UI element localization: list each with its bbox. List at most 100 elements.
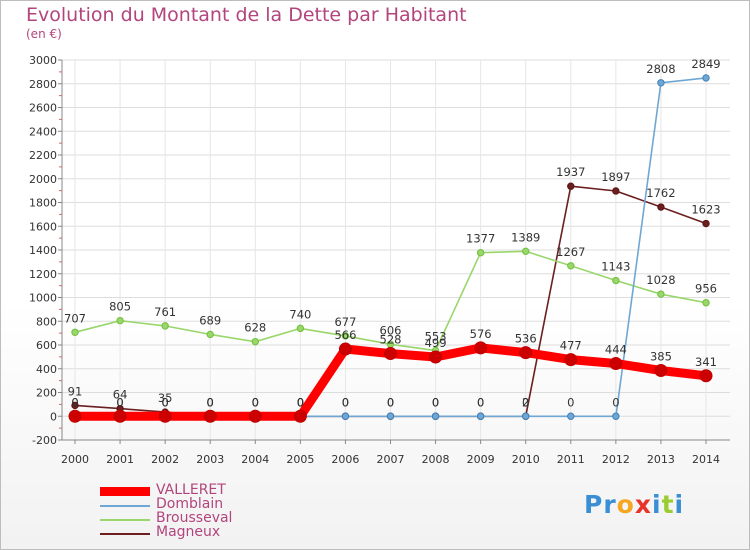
- data-label-brousseval: 689: [199, 313, 221, 327]
- y-tick-label: 800: [36, 315, 57, 328]
- data-point-valleret: [654, 364, 668, 378]
- data-point-valleret: [158, 409, 172, 423]
- data-label-magneux: 1897: [601, 170, 630, 184]
- data-label-domblain: 0: [297, 395, 304, 409]
- data-label-valleret: 0: [116, 395, 123, 409]
- data-label-valleret: 341: [695, 355, 717, 369]
- data-label-brousseval: 1377: [466, 232, 495, 246]
- y-tick-label: 600: [36, 339, 57, 352]
- data-label-valleret: 528: [380, 333, 402, 347]
- data-label-brousseval: 1143: [601, 260, 630, 274]
- data-point-valleret: [113, 409, 127, 423]
- data-label-brousseval: 805: [109, 300, 131, 314]
- data-label-domblain: 0: [477, 395, 484, 409]
- y-tick-label: 2600: [29, 102, 57, 115]
- data-point-domblain: [431, 412, 440, 420]
- data-label-brousseval: 553: [425, 330, 447, 344]
- data-label-brousseval: 956: [695, 282, 717, 296]
- data-point-brousseval: [567, 262, 575, 270]
- data-label-brousseval: 707: [64, 311, 86, 325]
- data-label-domblain: 0: [252, 395, 259, 409]
- x-tick-label: 2013: [647, 453, 675, 466]
- legend-label: VALLERET: [156, 482, 226, 498]
- legend-label: Domblain: [156, 496, 224, 512]
- data-label-magneux: 1762: [646, 186, 675, 200]
- data-point-brousseval: [206, 330, 214, 339]
- data-label-domblain: 0: [567, 395, 574, 409]
- data-label-brousseval: 677: [334, 315, 356, 329]
- y-tick-label: 2400: [29, 125, 57, 138]
- legend-swatch: [100, 487, 150, 496]
- data-point-valleret: [699, 369, 713, 383]
- data-point-domblain: [657, 79, 665, 87]
- data-point-valleret: [203, 409, 217, 423]
- data-label-brousseval: 1028: [646, 273, 675, 287]
- data-point-magneux: [702, 219, 710, 228]
- logo-letter: r: [603, 490, 617, 519]
- y-tick-label: -200: [32, 434, 57, 447]
- y-tick-label: 1600: [29, 220, 57, 233]
- data-point-domblain: [522, 412, 530, 420]
- data-point-brousseval: [476, 249, 485, 257]
- data-label-brousseval: 606: [380, 323, 402, 337]
- x-tick-label: 2005: [286, 453, 314, 466]
- data-label-valleret: 499: [425, 336, 447, 350]
- data-point-valleret: [293, 409, 307, 423]
- data-point-brousseval: [251, 337, 259, 346]
- data-label-brousseval: 761: [154, 305, 176, 319]
- data-label-domblain: 0: [207, 395, 214, 409]
- data-point-brousseval: [657, 290, 665, 298]
- data-label-brousseval: 740: [289, 307, 311, 321]
- data-point-domblain: [702, 74, 710, 82]
- data-label-valleret: 0: [252, 395, 259, 409]
- y-tick-label: 2200: [29, 149, 57, 162]
- data-label-valleret: 536: [515, 332, 537, 346]
- data-point-magneux: [612, 187, 620, 195]
- data-label-magneux: 0: [252, 395, 259, 409]
- data-point-domblain: [612, 412, 620, 420]
- legend-label: Brousseval: [156, 510, 233, 526]
- x-tick-label: 2012: [602, 453, 630, 466]
- data-label-valleret: 477: [560, 339, 582, 353]
- x-tick-label: 2010: [512, 453, 540, 466]
- data-label-magneux: 0: [432, 395, 439, 409]
- data-point-brousseval: [296, 324, 305, 333]
- data-label-magneux: 91: [68, 384, 83, 398]
- logo-letter: o: [616, 490, 635, 519]
- data-label-domblain: 2849: [691, 57, 720, 71]
- x-tick-label: 2006: [331, 453, 359, 466]
- data-point-domblain: [567, 412, 575, 420]
- y-tick-label: 400: [36, 363, 57, 376]
- data-label-domblain: 0: [432, 395, 439, 409]
- data-point-magneux: [567, 182, 575, 190]
- data-label-brousseval: 628: [244, 321, 266, 335]
- data-point-domblain: [476, 412, 485, 420]
- y-tick-label: 1800: [29, 197, 57, 210]
- logo-letter: i: [652, 490, 662, 519]
- x-tick-label: 2007: [377, 453, 405, 466]
- y-tick-label: 0: [50, 410, 57, 423]
- data-label-domblain: 0: [71, 395, 78, 409]
- x-tick-label: 2011: [557, 453, 585, 466]
- proxiti-logo: Proxiti: [584, 490, 684, 519]
- x-tick-label: 2008: [422, 453, 450, 466]
- y-tick-label: 2800: [29, 78, 57, 91]
- data-point-domblain: [386, 412, 395, 420]
- x-tick-label: 2004: [241, 453, 269, 466]
- data-label-brousseval: 1267: [556, 245, 585, 259]
- data-label-valleret: 444: [605, 343, 627, 357]
- y-tick-label: 1200: [29, 268, 57, 281]
- data-label-valleret: 0: [71, 395, 78, 409]
- x-tick-label: 2002: [151, 453, 179, 466]
- data-point-valleret: [564, 353, 578, 367]
- data-label-domblain: 0: [387, 395, 394, 409]
- logo-letter: i: [674, 490, 685, 519]
- data-label-magneux: 1937: [556, 165, 585, 179]
- data-label-magneux: 0: [477, 395, 484, 409]
- data-label-domblain: 0: [342, 395, 349, 409]
- data-point-valleret: [68, 409, 82, 423]
- data-label-valleret: 0: [207, 395, 214, 409]
- data-label-magneux: 0: [342, 395, 349, 409]
